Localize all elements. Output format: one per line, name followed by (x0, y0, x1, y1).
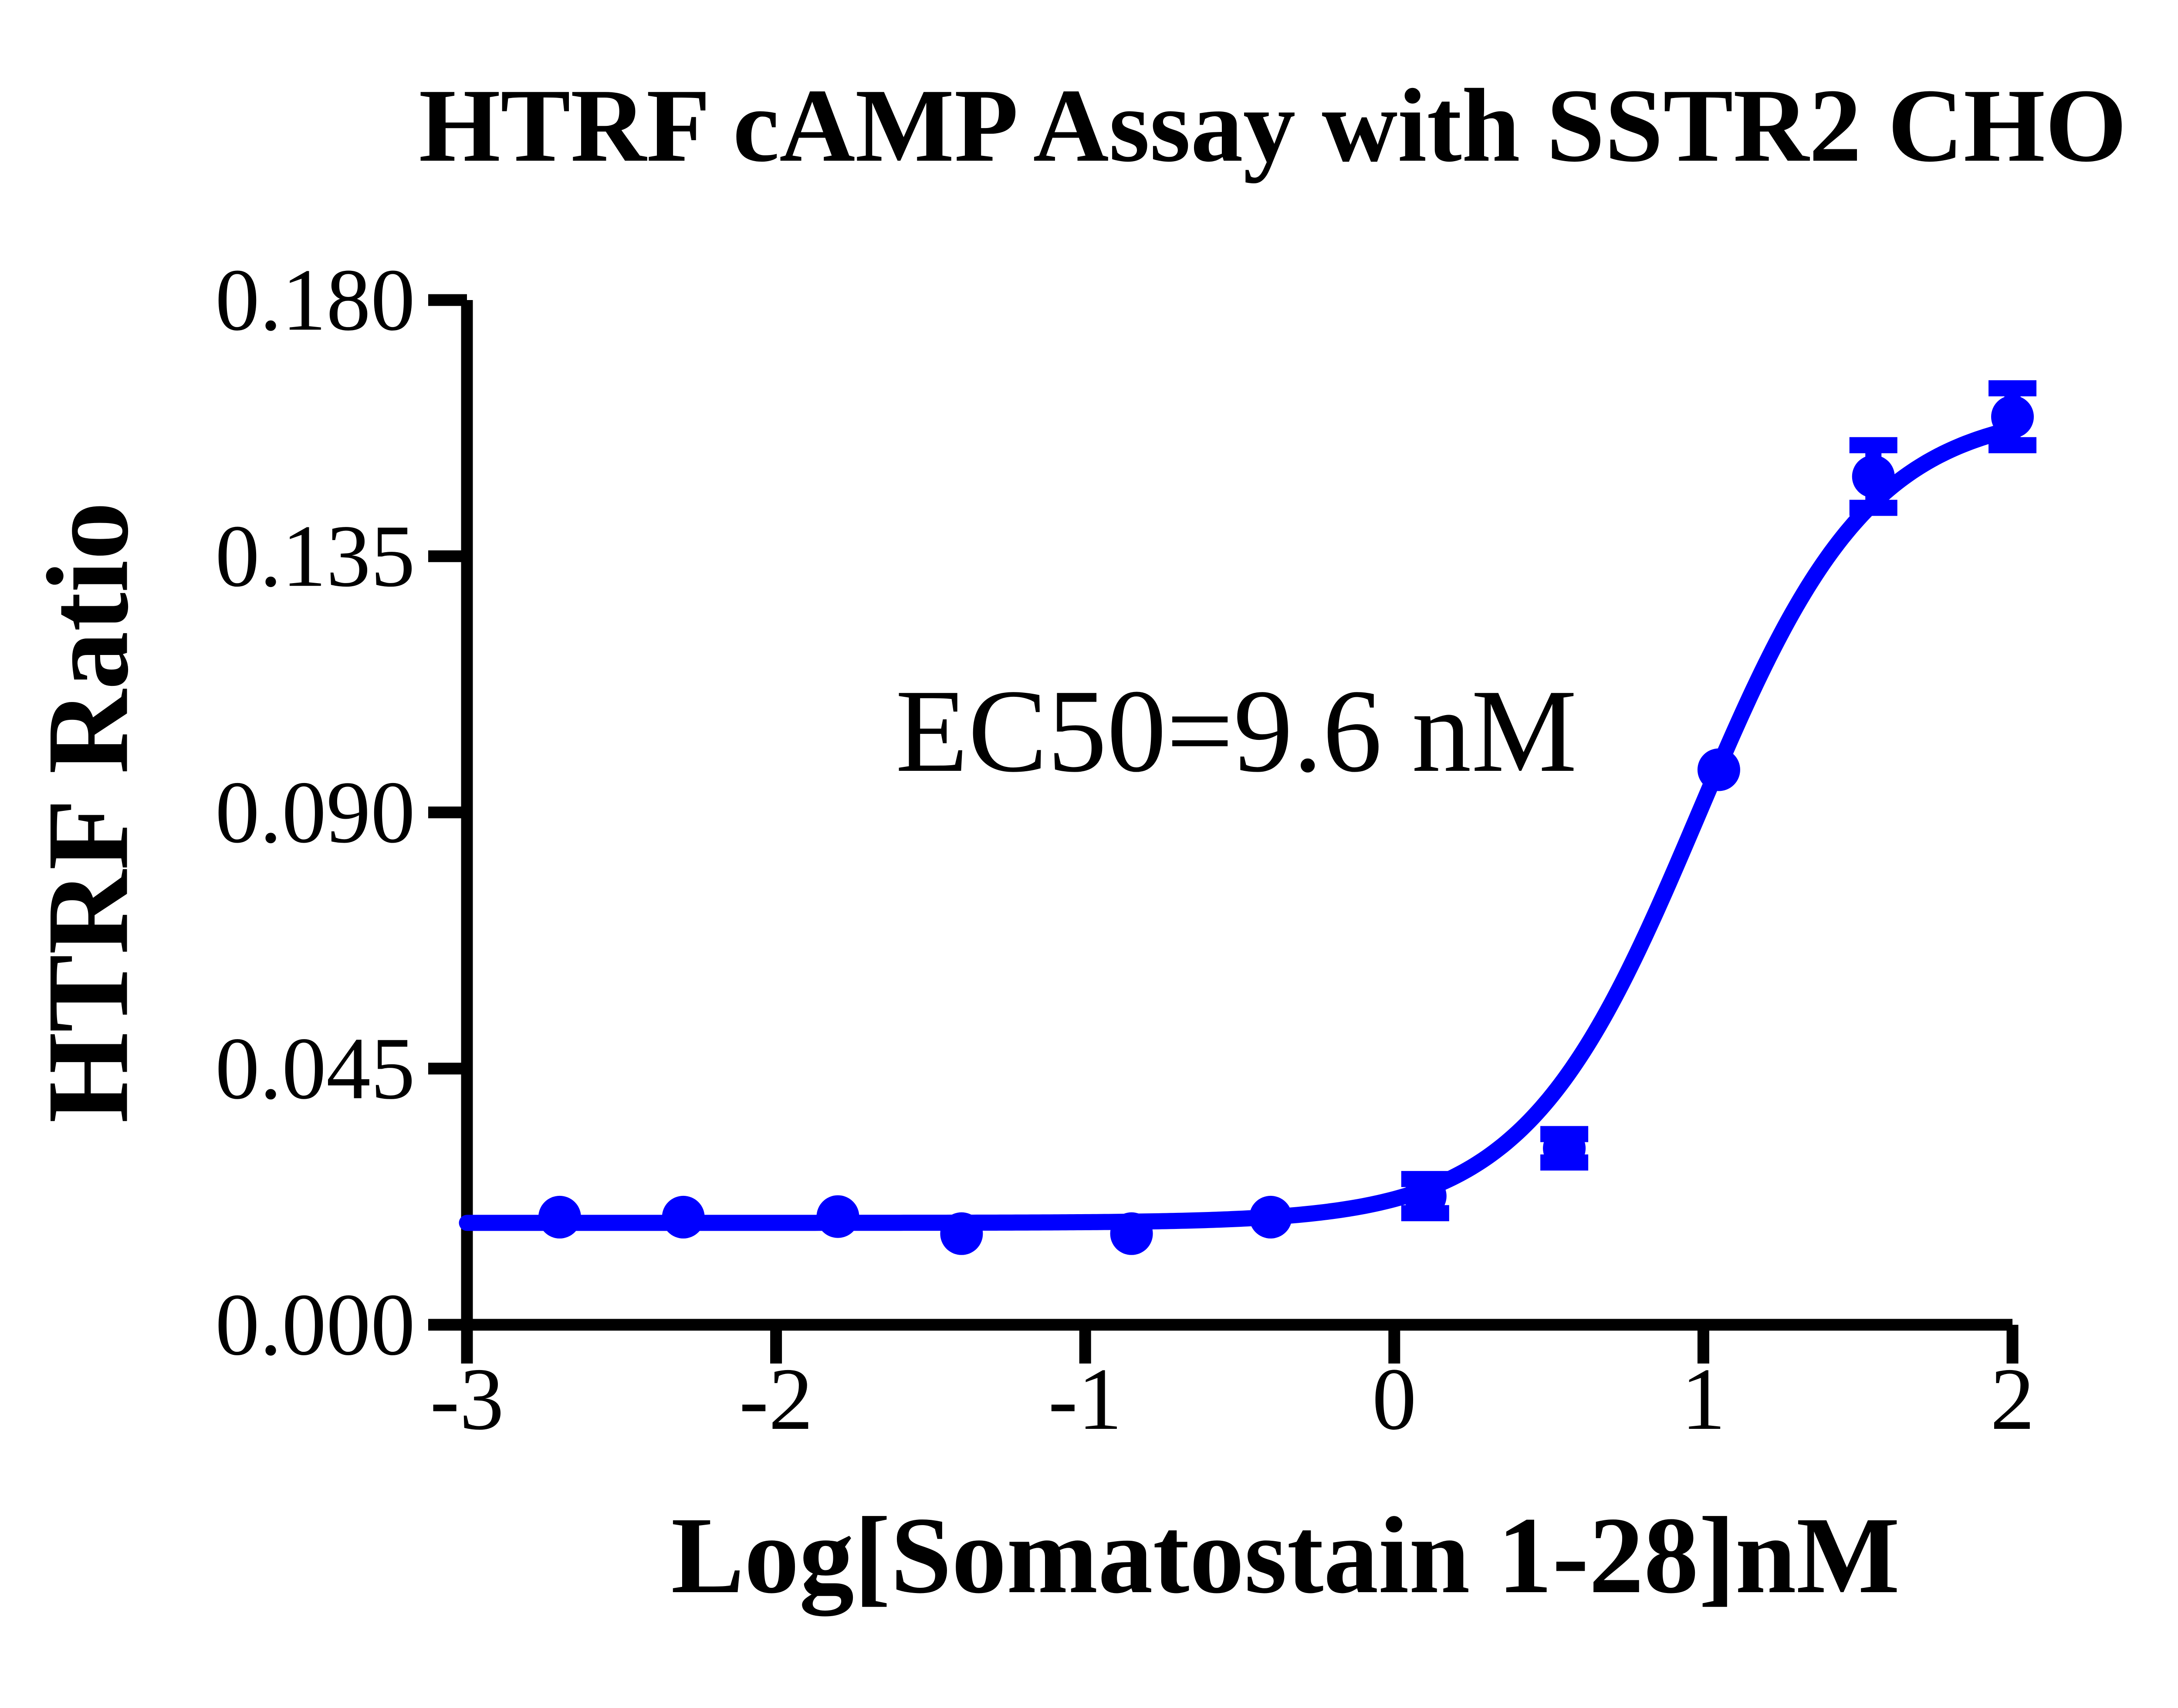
svg-text:0.135: 0.135 (215, 507, 415, 605)
svg-text:0.180: 0.180 (215, 251, 415, 349)
svg-text:0: 0 (1372, 1350, 1417, 1448)
svg-text:-3: -3 (430, 1350, 504, 1448)
svg-text:0.000: 0.000 (215, 1276, 415, 1374)
svg-text:2: 2 (1990, 1350, 2035, 1448)
svg-text:0.045: 0.045 (215, 1019, 415, 1118)
svg-text:EC50=9.6 nM: EC50=9.6 nM (896, 665, 1577, 797)
svg-text:HTRF cAMP Assay with SSTR2 CHO: HTRF cAMP Assay with SSTR2 CHO (419, 68, 2127, 184)
svg-text:Log[Somatostain 1-28]nM: Log[Somatostain 1-28]nM (671, 1494, 1900, 1617)
svg-text:HTRF Ratio: HTRF Ratio (23, 502, 152, 1123)
svg-text:-2: -2 (739, 1350, 813, 1448)
svg-text:-1: -1 (1048, 1350, 1122, 1448)
svg-text:1: 1 (1681, 1350, 1725, 1448)
svg-text:0.090: 0.090 (215, 763, 415, 862)
